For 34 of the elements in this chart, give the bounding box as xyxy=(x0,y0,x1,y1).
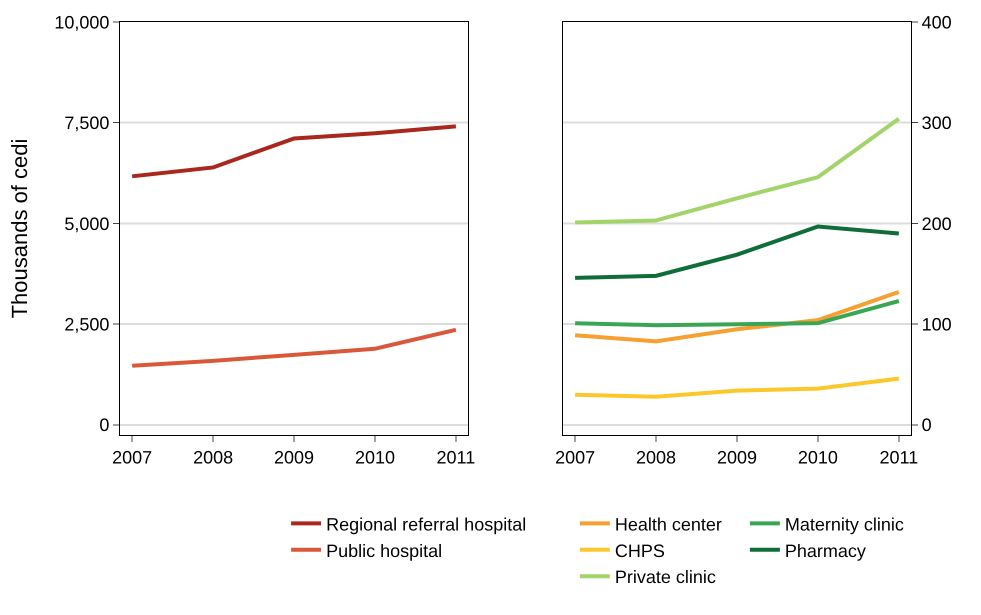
x-tick-label: 2011 xyxy=(880,448,918,468)
y-tick-label: 200 xyxy=(922,214,952,234)
legend-label: Public hospital xyxy=(326,540,442,561)
line-series xyxy=(573,299,901,328)
legend-label: CHPS xyxy=(614,540,665,561)
legend-label: Regional referral hospital xyxy=(326,514,526,534)
x-tick-label: 2010 xyxy=(354,448,395,468)
x-tick-label: 2007 xyxy=(555,448,596,468)
line-series xyxy=(573,376,901,399)
legend-label: Pharmacy xyxy=(784,540,866,561)
x-tick-label: 2010 xyxy=(798,448,838,468)
x-tick-label: 2008 xyxy=(193,448,234,468)
x-tick-label: 2011 xyxy=(436,448,476,468)
y-tick-label: 2,500 xyxy=(64,314,110,334)
legend-label: Maternity clinic xyxy=(784,514,904,534)
line-series xyxy=(130,328,458,368)
x-tick-label: 2009 xyxy=(274,448,314,468)
legend-label: Private clinic xyxy=(614,567,716,588)
line-series xyxy=(573,116,901,224)
y-tick-label: 5,000 xyxy=(64,214,110,234)
y-tick-label: 100 xyxy=(922,314,952,334)
line-series xyxy=(130,124,458,178)
y-tick-label: 10,000 xyxy=(54,12,110,32)
legend-label: Health center xyxy=(614,514,722,534)
y-tick-label: 400 xyxy=(922,12,952,32)
x-tick-label: 2008 xyxy=(636,448,676,468)
y-tick-label: 0 xyxy=(99,415,110,436)
y-tick-label: 0 xyxy=(922,415,932,436)
x-tick-label: 2007 xyxy=(112,448,152,468)
line-series xyxy=(573,224,901,280)
x-tick-label: 2009 xyxy=(716,448,758,468)
y-axis-title: Thousands of cedi xyxy=(7,138,32,318)
y-tick-label: 300 xyxy=(922,113,952,134)
y-tick-label: 7,500 xyxy=(64,113,110,134)
